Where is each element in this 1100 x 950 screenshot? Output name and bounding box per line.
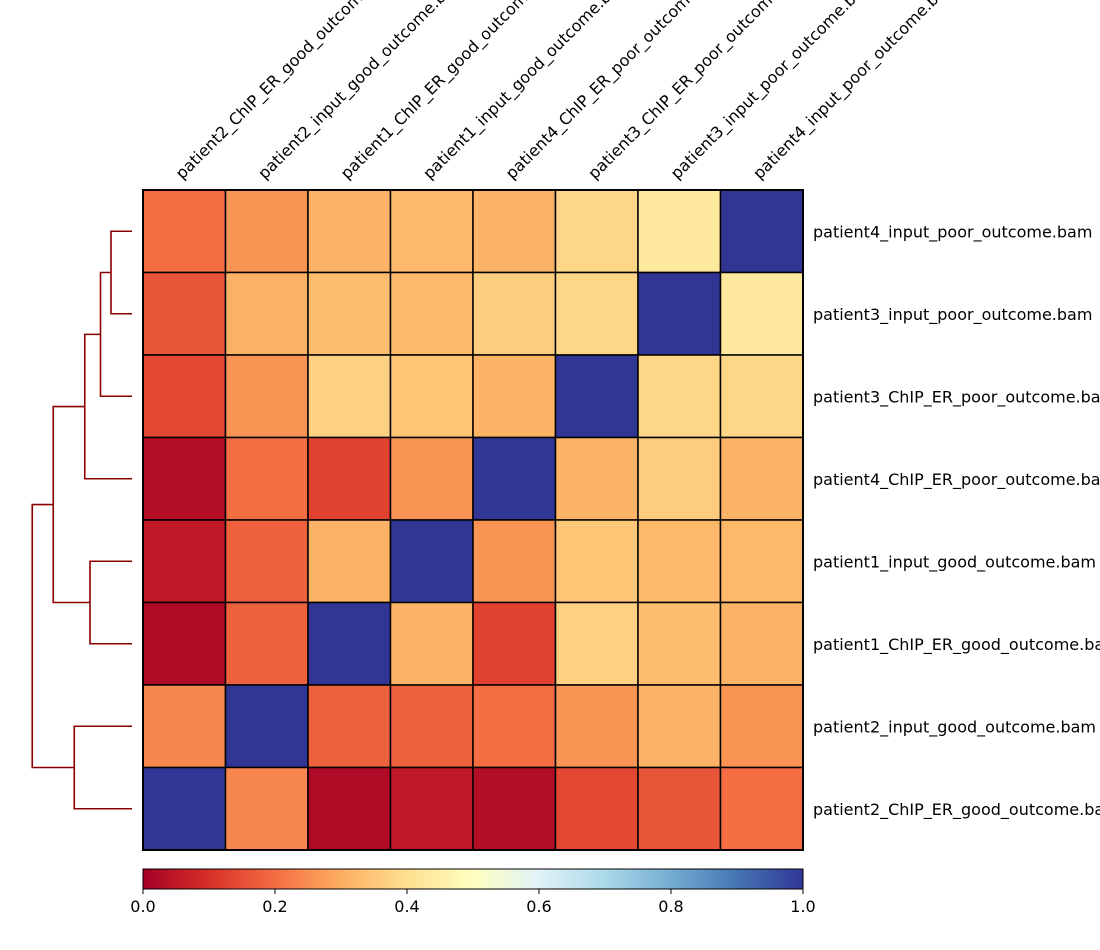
heatmap-cell	[307, 354, 392, 439]
heatmap-cell	[389, 354, 474, 439]
heatmap-cell	[307, 766, 392, 851]
heatmap-cell	[637, 601, 722, 686]
dendrogram-link	[83, 333, 132, 480]
colorbar: 0.0 0.2 0.4 0.6 0.8 1.0	[130, 868, 816, 916]
heatmap-cell	[224, 684, 309, 769]
heatmap-cell	[472, 519, 557, 604]
row-label: patient3_input_poor_outcome.bam	[813, 305, 1092, 325]
row-label: patient4_input_poor_outcome.bam	[813, 222, 1092, 242]
heatmap-cell	[554, 436, 639, 521]
heatmap-cell	[472, 766, 557, 851]
row-dendrogram	[31, 230, 132, 810]
heatmap-cell	[307, 189, 392, 274]
row-labels: patient4_input_poor_outcome.bam patient3_…	[813, 222, 1100, 820]
heatmap-cell	[637, 766, 722, 851]
row-label: patient4_ChIP_ER_poor_outcome.bam	[813, 470, 1100, 490]
heatmap-cell	[142, 271, 227, 356]
heatmap-cell	[719, 519, 804, 604]
heatmap-cell	[389, 684, 474, 769]
heatmap-cell	[472, 354, 557, 439]
heatmap-cell	[224, 519, 309, 604]
heatmap-cell	[554, 354, 639, 439]
heatmap-cell	[224, 271, 309, 356]
heatmap-cell	[307, 684, 392, 769]
row-label: patient1_input_good_outcome.bam	[813, 552, 1096, 572]
heatmap-cell	[142, 684, 227, 769]
heatmap-cell	[472, 436, 557, 521]
colorbar-tick-label: 0.4	[394, 897, 419, 916]
heatmap-cell	[224, 354, 309, 439]
heatmap-cell	[389, 436, 474, 521]
heatmap-cell	[142, 766, 227, 851]
heatmap-cell	[472, 189, 557, 274]
heatmap-cell	[389, 271, 474, 356]
heatmap-cell	[472, 684, 557, 769]
heatmap-cell	[224, 766, 309, 851]
heatmap-cell	[554, 684, 639, 769]
row-label: patient2_ChIP_ER_good_outcome.bam	[813, 800, 1100, 820]
heatmap-cell	[307, 601, 392, 686]
heatmap-cell	[719, 684, 804, 769]
heatmap-cell	[307, 436, 392, 521]
dendrogram-link	[110, 230, 132, 315]
row-label: patient2_input_good_outcome.bam	[813, 717, 1096, 737]
heatmap-cell	[142, 354, 227, 439]
row-label: patient3_ChIP_ER_poor_outcome.bam	[813, 387, 1100, 407]
heatmap-cell	[389, 519, 474, 604]
heatmap-cell	[307, 519, 392, 604]
heatmap-cell	[389, 601, 474, 686]
heatmap-cell	[719, 436, 804, 521]
heatmap-cell	[307, 271, 392, 356]
colorbar-tick-label: 0.6	[526, 897, 551, 916]
heatmap-cell	[637, 354, 722, 439]
dendrogram-link	[73, 725, 132, 810]
row-label: patient1_ChIP_ER_good_outcome.bam	[813, 635, 1100, 655]
colorbar-tick-label: 1.0	[790, 897, 815, 916]
heatmap-border	[142, 189, 804, 851]
heatmap-cell	[224, 601, 309, 686]
heatmap-cell	[472, 271, 557, 356]
heatmap-cell	[142, 519, 227, 604]
heatmap-cell	[142, 601, 227, 686]
heatmap-cell	[389, 189, 474, 274]
heatmap-cell	[719, 354, 804, 439]
heatmap-cell	[554, 766, 639, 851]
dendrogram-link	[99, 271, 132, 398]
colorbar-gradient	[142, 868, 804, 890]
heatmap-cell	[719, 189, 804, 274]
heatmap-cell	[719, 601, 804, 686]
colorbar-tick-label: 0.8	[658, 897, 683, 916]
heatmap-cell	[224, 436, 309, 521]
heatmap-cell	[637, 436, 722, 521]
heatmap-cell	[637, 684, 722, 769]
colorbar-tick-label: 0.0	[130, 897, 155, 916]
dendrogram-link	[31, 503, 75, 769]
heatmap-cell	[637, 271, 722, 356]
dendrogram-link	[89, 560, 132, 645]
heatmap-cell	[389, 766, 474, 851]
heatmap-cell	[224, 189, 309, 274]
heatmap-cells	[142, 189, 804, 851]
heatmap-cell	[554, 189, 639, 274]
heatmap-cell	[637, 189, 722, 274]
column-label: patient4_input_poor_outcome.bam	[749, 0, 961, 184]
heatmap-cell	[719, 271, 804, 356]
heatmap-cell	[637, 519, 722, 604]
heatmap-cell	[554, 271, 639, 356]
colorbar-tick-label: 0.2	[262, 897, 287, 916]
heatmap-cell	[142, 189, 227, 274]
heatmap-cell	[554, 519, 639, 604]
heatmap-cell	[472, 601, 557, 686]
column-labels: patient2_ChIP_ER_good_outcome.bampatient…	[172, 0, 961, 184]
heatmap-cell	[142, 436, 227, 521]
heatmap-cell	[554, 601, 639, 686]
heatmap-cell	[719, 766, 804, 851]
